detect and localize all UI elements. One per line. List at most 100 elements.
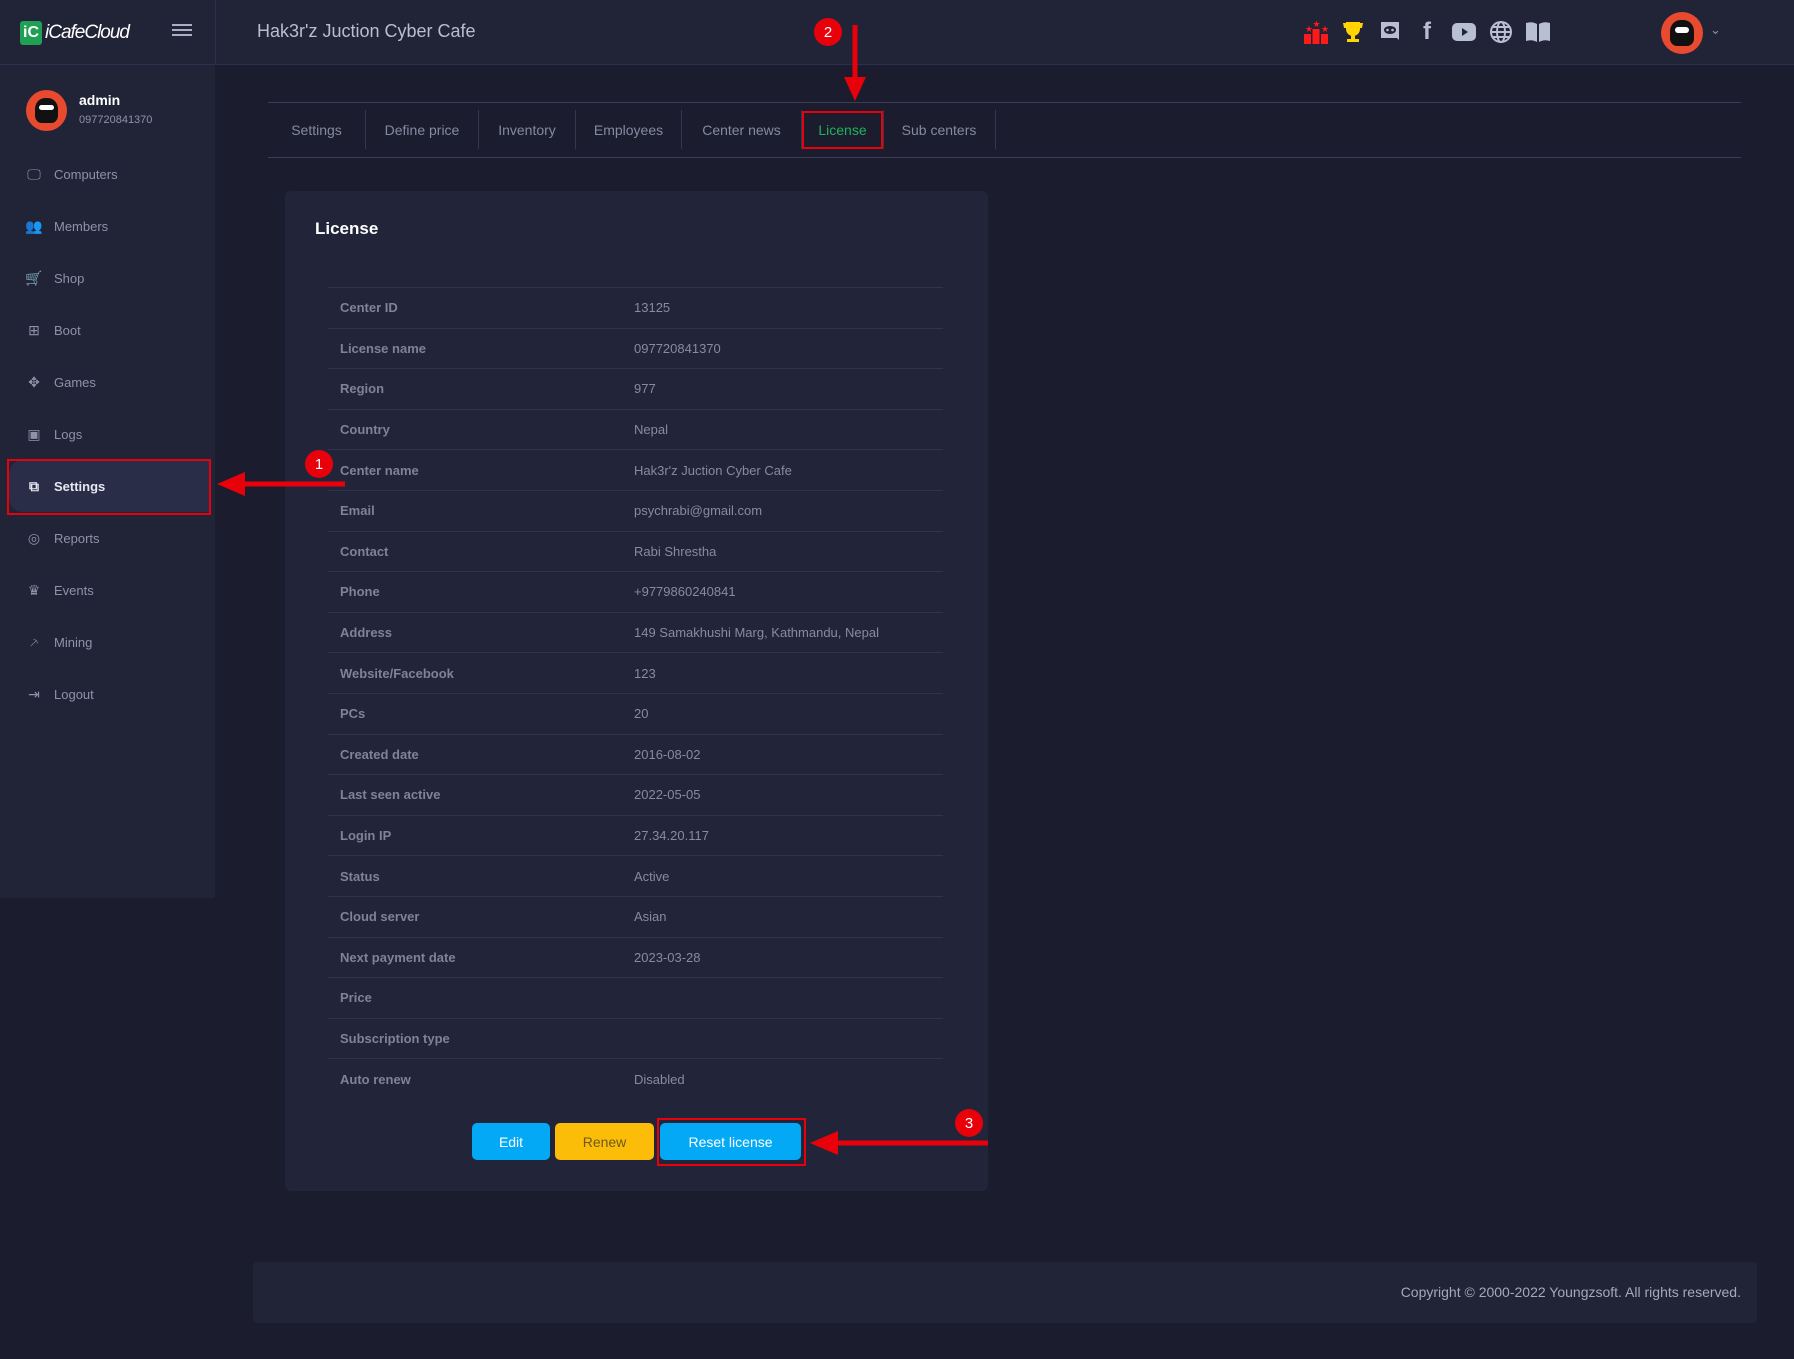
copyright: Copyright © 2000-2022 Youngzsoft. All ri… (1400, 1284, 1741, 1300)
license-row: Region 977 (328, 368, 943, 409)
user-avatar[interactable] (1661, 12, 1703, 54)
youtube-icon[interactable] (1450, 18, 1478, 46)
tab-separator (575, 110, 576, 149)
row-value: 123 (634, 665, 656, 681)
annotation-box-reset (657, 1118, 806, 1166)
top-header: iC iCafeCloud Hak3r'z Juction Cyber Cafe… (0, 0, 1794, 65)
row-label: Center ID (340, 300, 398, 316)
sidebar-item-shop[interactable]: 🛒 Shop (9, 252, 209, 304)
reset-license-button[interactable]: Reset license (660, 1123, 801, 1160)
tab-separator (995, 110, 996, 149)
row-label: Address (340, 625, 393, 641)
svg-text:★: ★ (1321, 24, 1329, 34)
row-label: Country (340, 422, 390, 438)
annotation-box-license-tab (802, 111, 883, 149)
pickaxe-icon: ⸕ (28, 633, 40, 650)
row-label: Subscription type (340, 1031, 450, 1047)
row-value: 097720841370 (634, 340, 721, 356)
tabs-top-line (268, 102, 1741, 103)
globe-icon[interactable] (1487, 18, 1515, 46)
sidebar-item-games[interactable]: ✥ Games (9, 356, 209, 408)
sidebar-item-members[interactable]: 👥 Members (9, 200, 209, 252)
tab-employees[interactable]: Employees (593, 122, 664, 138)
row-label: PCs (340, 706, 366, 722)
row-label: Status (340, 868, 380, 884)
row-label: Cloud server (340, 909, 420, 925)
row-label: Next payment date (340, 949, 456, 965)
tab-inventory[interactable]: Inventory (498, 122, 556, 138)
row-label: Price (340, 990, 372, 1006)
sidebar-item-logout[interactable]: ⇥ Logout (9, 668, 209, 720)
sidebar-item-boot[interactable]: ⊞ Boot (9, 304, 209, 356)
license-row: Price (328, 977, 943, 1018)
row-label: Email (340, 503, 375, 519)
cart-icon: 🛒 (25, 269, 43, 286)
sidebar-item-computers[interactable]: 🖵 Computers (9, 148, 209, 200)
renew-button[interactable]: Renew (555, 1123, 654, 1160)
row-label: Last seen active (340, 787, 441, 803)
row-label: Created date (340, 746, 419, 762)
logo[interactable]: iC iCafeCloud (20, 20, 130, 46)
license-row: Auto renew Disabled (328, 1058, 943, 1099)
calendar-icon: ▣ (27, 425, 41, 442)
license-row: Subscription type (328, 1017, 943, 1059)
license-title: License (315, 219, 379, 238)
facebook-icon[interactable]: f (1423, 18, 1431, 45)
sidebar-item-label: Reports (54, 530, 100, 546)
windows-icon: ⊞ (28, 321, 40, 338)
row-value: 977 (634, 381, 656, 397)
tab-center-news[interactable]: Center news (702, 122, 781, 138)
tab-define-price[interactable]: Define price (384, 122, 460, 138)
license-row: License name 097720841370 (328, 327, 943, 369)
sidebar-item-label: Settings (54, 478, 106, 494)
sidebar-item-reports[interactable]: ◎ Reports (9, 512, 209, 564)
license-row: Login IP 27.34.20.117 (328, 814, 943, 856)
license-row: Last seen active 2022-05-05 (328, 774, 943, 815)
svg-text:★: ★ (1305, 24, 1313, 34)
chevron-down-icon[interactable]: ⌄ (1710, 22, 1721, 37)
edit-button[interactable]: Edit (472, 1123, 550, 1160)
leaderboard-icon[interactable]: ★ ★ ★ (1302, 18, 1330, 46)
license-row: PCs 20 (328, 693, 943, 734)
tab-sub-centers[interactable]: Sub centers (901, 122, 977, 138)
row-value: Rabi Shrestha (634, 543, 717, 559)
license-row: Created date 2016-08-02 (328, 733, 943, 775)
logout-icon: ⇥ (28, 685, 40, 702)
tab-license[interactable]: License (818, 122, 867, 138)
license-row: Phone +9779860240841 (328, 571, 943, 612)
sidebar-item-label: Games (54, 374, 96, 390)
sidebar-item-settings[interactable]: ⧉ Settings (9, 460, 209, 512)
row-label: Auto renew (340, 1071, 411, 1087)
sidebar-item-logs[interactable]: ▣ Logs (9, 408, 209, 460)
book-icon[interactable] (1524, 18, 1552, 46)
sidebar-item-label: Shop (54, 270, 85, 286)
sidebar-item-mining[interactable]: ⸕ Mining (9, 616, 209, 668)
trophy-icon[interactable] (1339, 18, 1367, 46)
hamburger-menu-icon[interactable] (172, 22, 192, 38)
sidebar-item-label: Events (54, 582, 94, 598)
row-label: Contact (340, 543, 389, 559)
row-value: Hak3r'z Juction Cyber Cafe (634, 462, 792, 478)
row-value: 20 (634, 706, 649, 722)
sidebar-item-events[interactable]: ♛ Events (9, 564, 209, 616)
row-value: 2022-05-05 (634, 787, 701, 803)
sidebar-avatar (26, 90, 67, 131)
logo-mark: iC (20, 21, 42, 45)
row-label: Region (340, 381, 385, 397)
annotation-3: 3 (955, 1109, 983, 1137)
row-value: 149 Samakhushi Marg, Kathmandu, Nepal (634, 625, 879, 641)
row-value: psychrabi@gmail.com (634, 503, 763, 519)
row-label: Website/Facebook (340, 665, 454, 681)
license-row: Center name Hak3r'z Juction Cyber Cafe (328, 449, 943, 490)
annotation-box-settings (7, 459, 211, 515)
sidebar-item-label: Logout (54, 686, 94, 702)
tab-separator (801, 110, 802, 149)
tab-separator (478, 110, 479, 149)
tab-settings[interactable]: Settings (291, 122, 342, 138)
svg-text:★: ★ (1313, 20, 1321, 29)
discord-icon[interactable] (1376, 18, 1404, 46)
sidebar-item-label: Computers (54, 166, 118, 182)
user-name: admin (79, 92, 121, 108)
license-row: Email psychrabi@gmail.com (328, 490, 943, 531)
